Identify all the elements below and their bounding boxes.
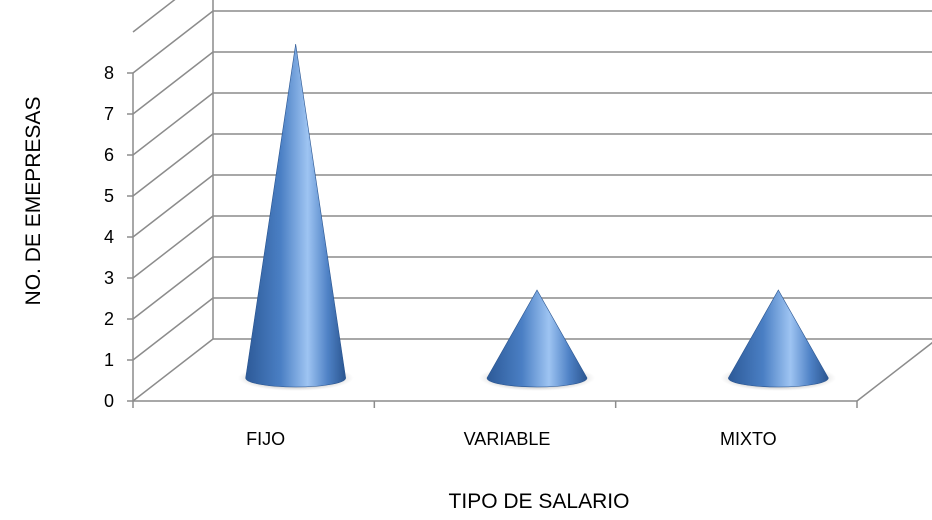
cone-mixto <box>728 289 829 388</box>
gridlines <box>132 10 932 402</box>
x-axis-ticks: FIJO VARIABLE MIXTO <box>132 401 858 449</box>
y-tick-label-1: 1 <box>104 350 114 370</box>
y-tick-label-6: 6 <box>104 145 114 165</box>
gridline-side-3 <box>132 215 214 279</box>
gridline-side-7 <box>132 51 214 115</box>
x-tick-label-mixto: MIXTO <box>720 429 777 449</box>
floor-right-edge <box>856 341 932 402</box>
y-tick-label-0: 0 <box>104 391 114 411</box>
y-tick-label-4: 4 <box>104 227 114 247</box>
gridline-side-6 <box>132 92 214 156</box>
gridline-side-2 <box>132 256 214 320</box>
x-axis-title: TIPO DE SALARIO <box>449 490 630 513</box>
side-wall-top-edge <box>132 0 176 33</box>
y-tick-label-7: 7 <box>104 104 114 124</box>
x-tick-label-variable: VARIABLE <box>464 429 551 449</box>
gridline-side-0 <box>132 338 214 402</box>
y-tick-label-2: 2 <box>104 309 114 329</box>
data-marks <box>237 43 837 391</box>
y-tick-label-5: 5 <box>104 186 114 206</box>
cone-variable <box>486 289 588 388</box>
y-axis-ticks: 0 1 2 3 4 5 6 7 8 <box>104 63 133 411</box>
gridline-side-8 <box>132 10 214 74</box>
y-axis-title: NO. DE EMEPRESAS <box>22 97 45 306</box>
y-tick-label-8: 8 <box>104 63 114 83</box>
plot-walls <box>132 0 932 402</box>
gridline-side-5 <box>132 133 214 197</box>
gridline-side-4 <box>132 174 214 238</box>
gridline-side-1 <box>132 297 214 361</box>
x-tick-label-fijo: FIJO <box>246 429 285 449</box>
y-tick-label-3: 3 <box>104 268 114 288</box>
cone-fijo <box>245 43 346 388</box>
